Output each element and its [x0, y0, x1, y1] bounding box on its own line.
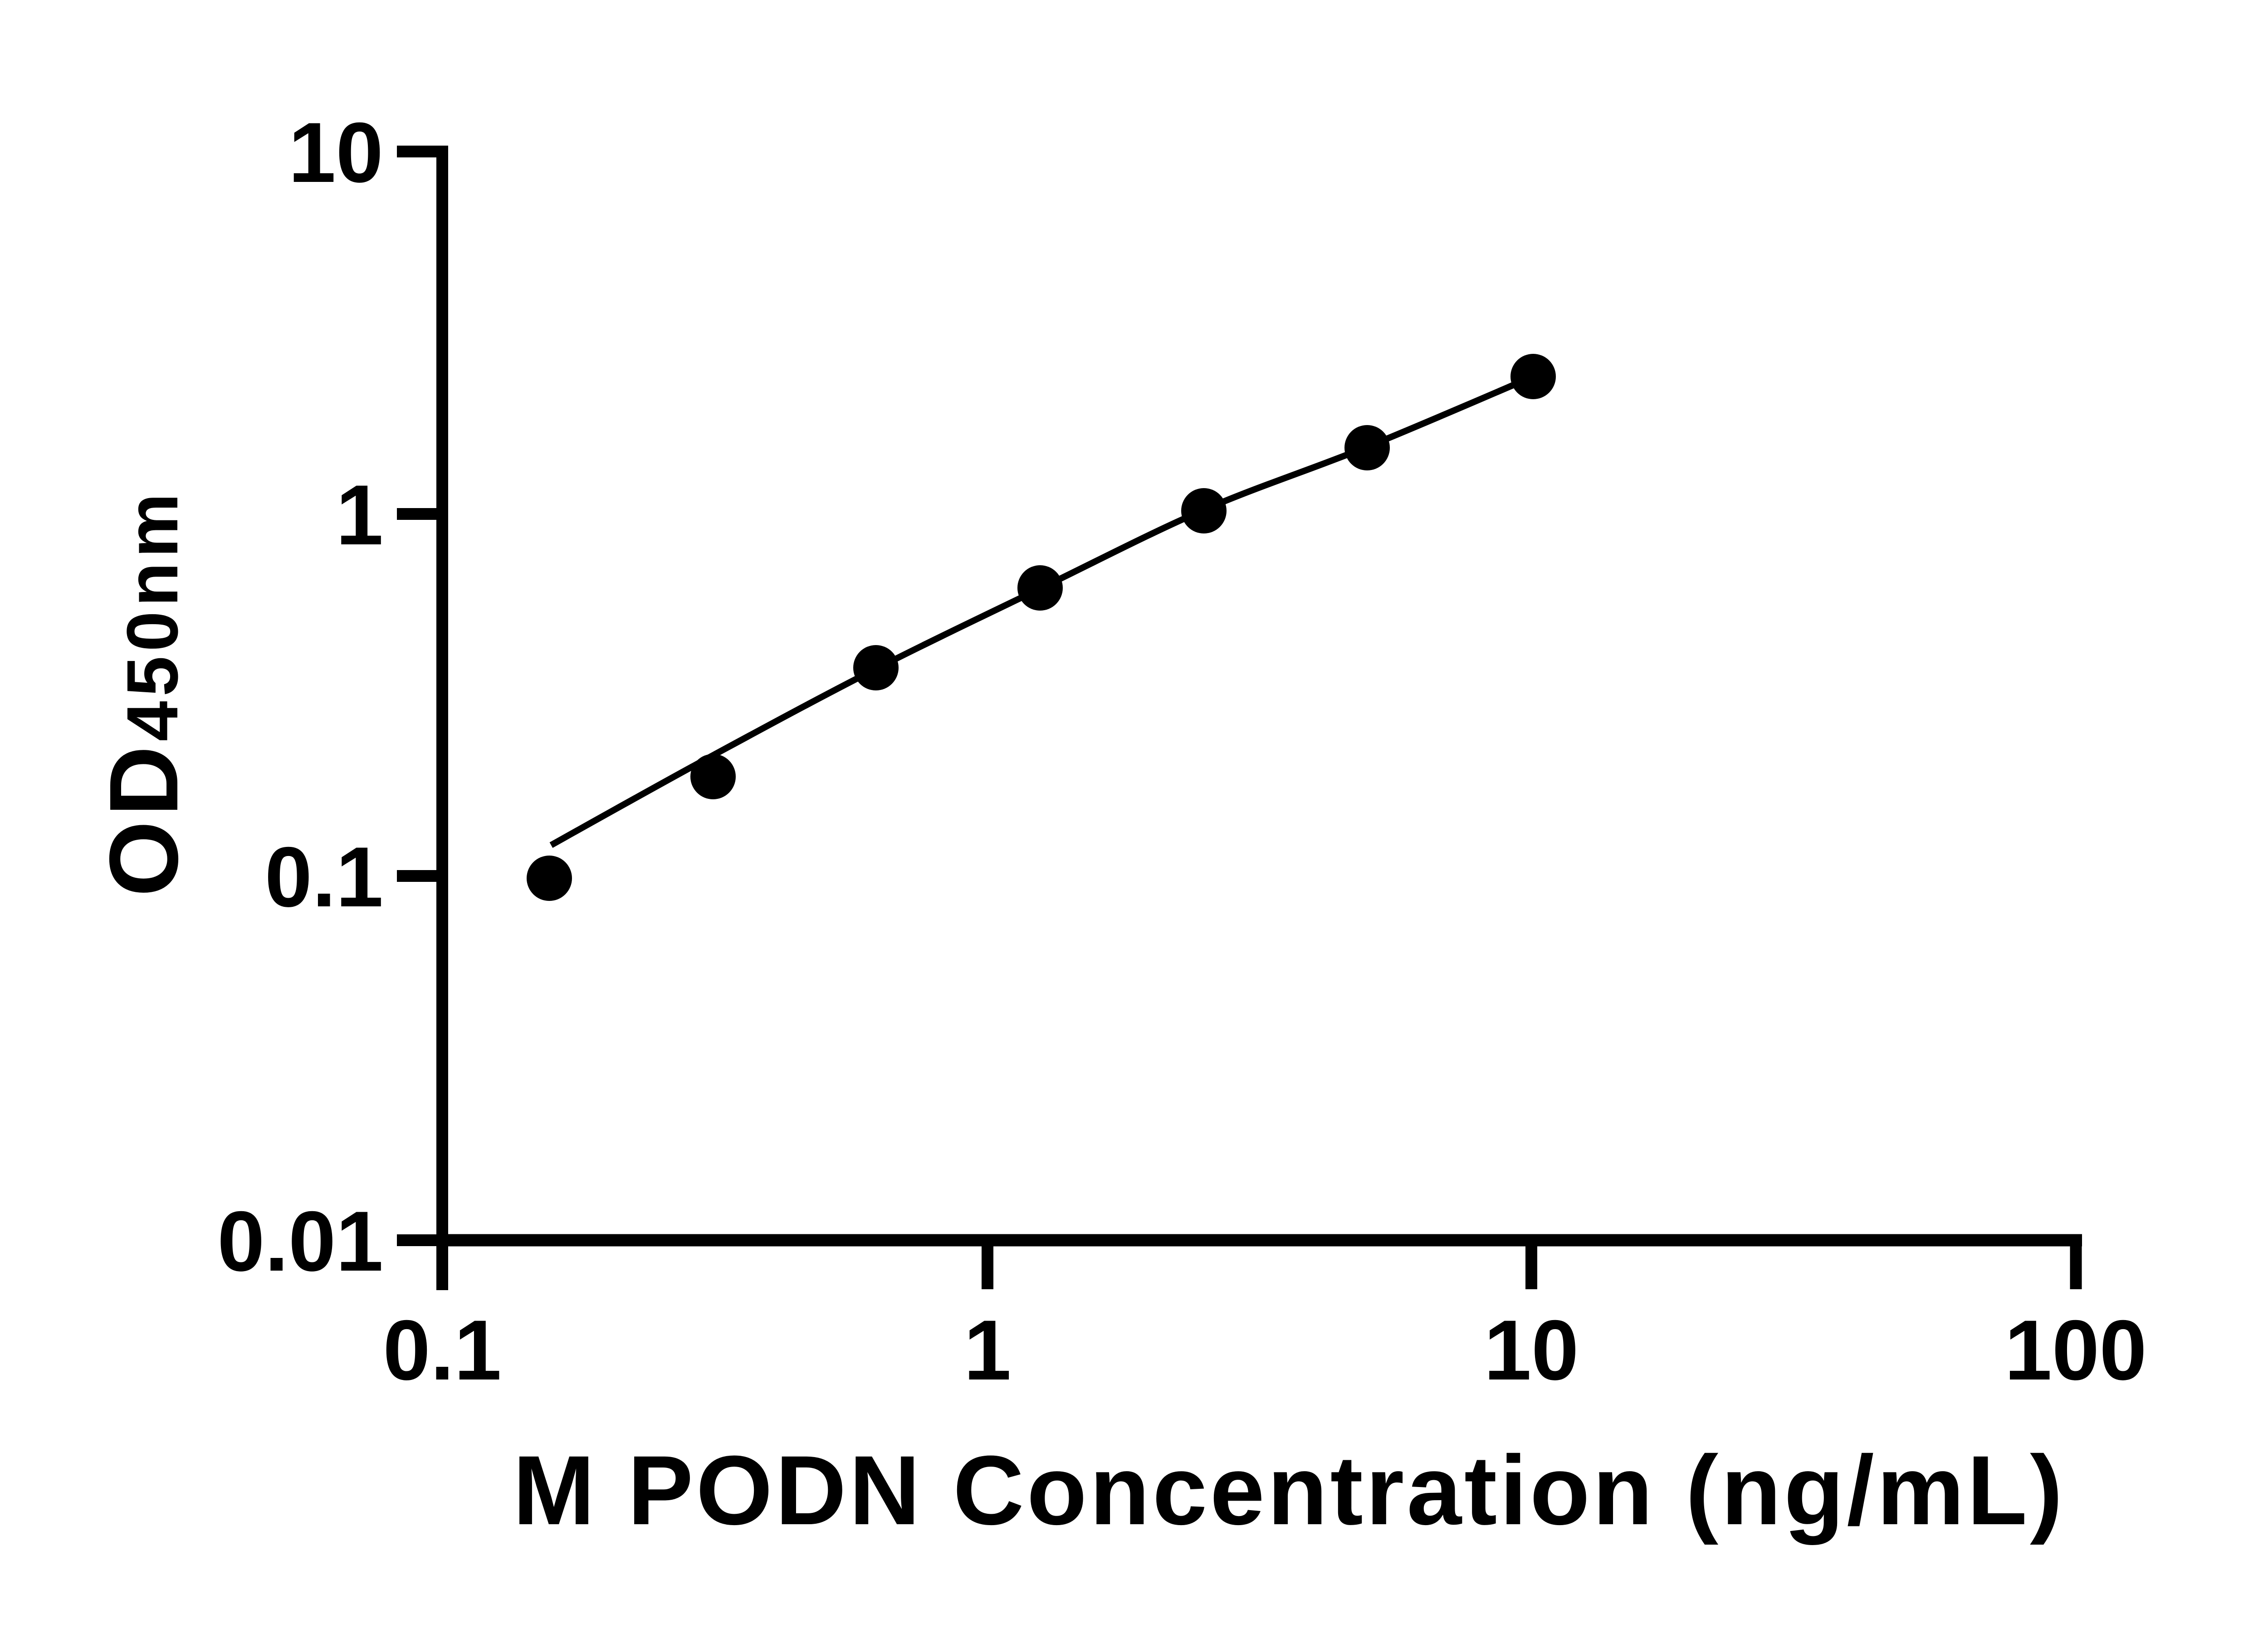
svg-text:1: 1 — [336, 467, 383, 563]
svg-text:0.01: 0.01 — [217, 1194, 383, 1289]
svg-text:10: 10 — [1484, 1302, 1579, 1398]
svg-text:10: 10 — [288, 105, 383, 200]
svg-text:100: 100 — [2004, 1302, 2147, 1398]
svg-text:M PODN Concentration (ng/mL): M PODN Concentration (ng/mL) — [513, 1435, 2066, 1545]
svg-text:0.1: 0.1 — [383, 1302, 501, 1398]
svg-text:OD450nm: OD450nm — [89, 489, 198, 896]
svg-text:1: 1 — [964, 1302, 1012, 1398]
svg-text:0.1: 0.1 — [265, 829, 383, 925]
